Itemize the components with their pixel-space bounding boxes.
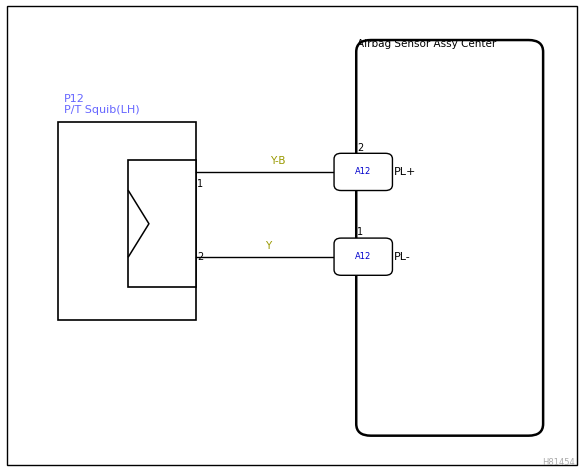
Text: PL-: PL- [394,252,411,262]
Text: A12: A12 [355,252,371,261]
Text: P12: P12 [64,94,85,104]
Text: Y-B: Y-B [270,156,285,166]
Text: Airbag Sensor Assy Center: Airbag Sensor Assy Center [357,40,496,49]
Text: 2: 2 [357,143,363,153]
Text: P/T Squib(LH): P/T Squib(LH) [64,106,140,115]
Text: 1: 1 [197,179,203,189]
Text: Y: Y [266,241,272,251]
Bar [128,160,196,287]
Bar [58,122,196,320]
Text: PL+: PL+ [394,167,416,177]
FancyBboxPatch shape [356,40,543,436]
Text: 2: 2 [197,252,204,262]
Text: H81454: H81454 [543,458,575,467]
Text: A12: A12 [355,167,371,177]
FancyBboxPatch shape [334,154,392,190]
Text: 1: 1 [357,227,363,237]
FancyBboxPatch shape [334,238,392,275]
